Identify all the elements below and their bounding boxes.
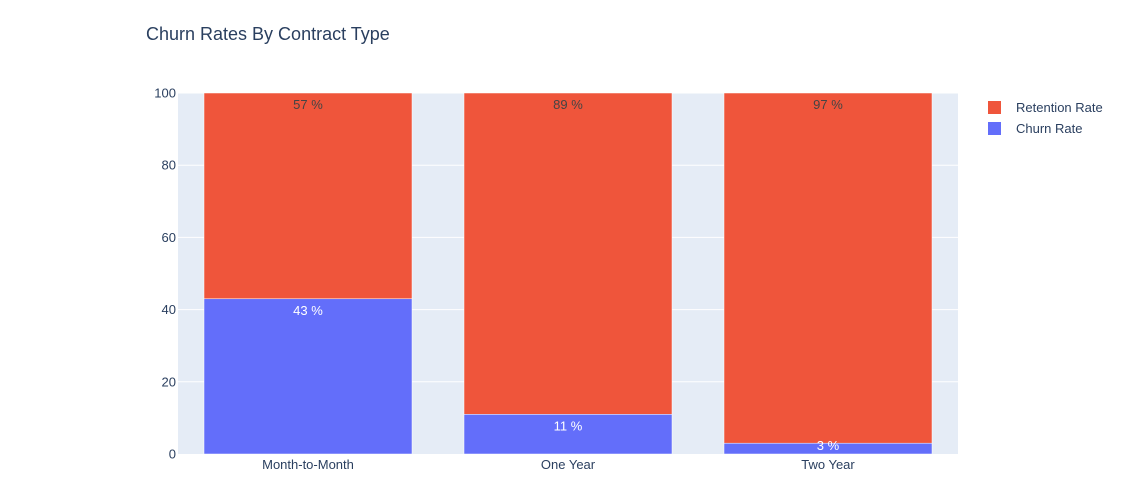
bars: [203, 92, 933, 455]
bar-retention-rate-one-year[interactable]: [463, 92, 673, 415]
y-tick-label: 0: [169, 447, 176, 462]
data-label-retention-rate-one-year: 89 %: [553, 97, 583, 112]
x-tick-label: One Year: [541, 457, 596, 472]
x-axis: Month-to-Month One Year Two Year: [262, 457, 855, 472]
y-tick-label: 80: [162, 158, 176, 173]
legend-item-churn-rate[interactable]: Churn Rate: [988, 121, 1082, 136]
bar-retention-rate-two-year[interactable]: [723, 92, 933, 444]
bar-labels: 43 % 57 % 11 % 89 % 3 % 97 %: [293, 97, 843, 453]
data-label-retention-rate-two-year: 97 %: [813, 97, 843, 112]
x-tick-label: Two Year: [801, 457, 855, 472]
y-tick-label: 40: [162, 302, 176, 317]
x-tick-label: Month-to-Month: [262, 457, 354, 472]
data-label-retention-rate-month-to-month: 57 %: [293, 97, 323, 112]
legend[interactable]: Retention Rate Churn Rate: [988, 100, 1103, 136]
y-axis: 0 20 40 60 80 100: [154, 86, 176, 462]
y-tick-label: 20: [162, 374, 176, 389]
data-label-churn-rate-month-to-month: 43 %: [293, 303, 323, 318]
y-tick-label: 100: [154, 86, 176, 101]
y-tick-label: 60: [162, 230, 176, 245]
chart-title: Churn Rates By Contract Type: [146, 24, 390, 44]
bar-churn-rate-one-year[interactable]: [463, 414, 673, 455]
data-label-churn-rate-two-year: 3 %: [817, 438, 840, 453]
legend-label-retention-rate[interactable]: Retention Rate: [1016, 100, 1103, 115]
legend-swatch-churn-rate[interactable]: [988, 122, 1001, 135]
legend-label-churn-rate[interactable]: Churn Rate: [1016, 121, 1082, 136]
legend-item-retention-rate[interactable]: Retention Rate: [988, 100, 1103, 115]
bar-retention-rate-month-to-month[interactable]: [203, 92, 413, 300]
legend-swatch-retention-rate[interactable]: [988, 101, 1001, 114]
data-label-churn-rate-one-year: 11 %: [554, 418, 583, 433]
bar-churn-rate-month-to-month[interactable]: [203, 298, 413, 455]
